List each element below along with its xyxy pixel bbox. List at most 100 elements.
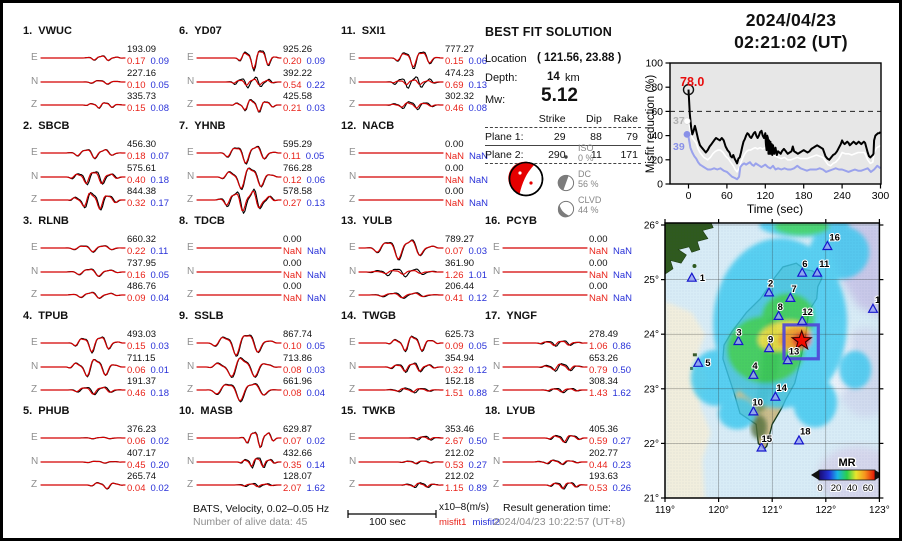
waveform-trace — [358, 362, 444, 373]
misfit-values: 0.32 0.12 — [445, 364, 487, 376]
misfit-values: NaN NaN — [445, 174, 489, 186]
svg-text:60: 60 — [721, 190, 733, 202]
component-label: Z — [187, 384, 194, 395]
peak-amplitude: 202.77 — [589, 447, 619, 459]
component-label: Z — [31, 479, 38, 490]
component-label: E — [31, 337, 38, 348]
peak-amplitude: 474.23 — [445, 67, 475, 79]
waveform-trace — [196, 188, 282, 214]
map-station-number: 13 — [789, 346, 800, 357]
peak-amplitude: 193.09 — [127, 44, 157, 55]
component-label: N — [31, 170, 39, 182]
svg-text:22°: 22° — [644, 439, 659, 450]
component-label: Z — [349, 194, 356, 205]
waveform-trace — [196, 270, 282, 273]
peak-amplitude: 867.74 — [283, 329, 313, 340]
misfit-values: NaN NaN — [283, 246, 327, 257]
map-station-number: 8 — [778, 302, 783, 313]
misfit-values: 0.18 0.07 — [127, 151, 169, 162]
misfit-values: 0.12 0.06 — [283, 174, 325, 186]
peak-amplitude: 0.00 — [445, 162, 464, 174]
peak-amplitude: 575.61 — [127, 162, 157, 174]
misfit-values: 0.08 0.03 — [283, 364, 325, 376]
waveform-trace — [358, 268, 444, 277]
peak-amplitude: 653.26 — [589, 352, 619, 364]
mw-value: 5.12 — [541, 85, 578, 106]
station-block-YD07: 6. YD07 E 925.26 0.20 0.09 N 392.22 0.54 0.22 Z 42… — [179, 25, 337, 119]
component-label: Z — [349, 479, 356, 490]
component-label: E — [187, 147, 194, 158]
misfit-values: 2.67 0.50 — [445, 436, 487, 447]
svg-text:121°: 121° — [762, 505, 783, 516]
component-label: E — [187, 337, 194, 348]
component-label: Z — [187, 99, 194, 110]
map-station-triangle — [769, 390, 781, 401]
peak-amplitude: 407.17 — [127, 447, 157, 459]
waveform-trace — [358, 459, 444, 464]
component-label: N — [187, 360, 195, 372]
station-block-PCYB: 16. PCYB E 0.00 NaN NaN N 0.00 NaN NaN Z 0.00 NaN Na… — [485, 215, 643, 309]
peak-amplitude: 425.58 — [283, 91, 313, 102]
component-label: Z — [31, 99, 38, 110]
map-station-number: 16 — [829, 232, 840, 243]
peak-amplitude: 713.86 — [283, 352, 313, 364]
svg-text:300: 300 — [872, 190, 890, 202]
svg-text:100: 100 — [645, 58, 663, 70]
waveform-trace — [358, 239, 444, 261]
waveform-trace — [40, 482, 126, 490]
misfit-values: 0.53 0.27 — [445, 459, 487, 471]
peak-amplitude: 456.30 — [127, 139, 157, 150]
waveform-trace — [40, 148, 126, 160]
component-label: N — [187, 265, 195, 277]
misfit-values: 0.17 0.09 — [127, 56, 169, 67]
misfit-values: 0.53 0.26 — [589, 483, 631, 494]
waveform-trace — [502, 247, 588, 249]
component-label: E — [493, 242, 500, 253]
peak-amplitude: 128.07 — [283, 471, 313, 482]
peak-amplitude: 737.95 — [127, 257, 157, 269]
peak-amplitude: 354.94 — [445, 352, 475, 364]
component-label: N — [31, 360, 39, 372]
waveform-trace — [40, 170, 126, 185]
misfit-values: 0.15 0.08 — [127, 103, 169, 114]
waveform-trace — [196, 145, 282, 165]
station-block-SXI1: 11. SXI1 E 777.27 0.15 0.06 N 474.23 0.69 0.13 Z 3… — [341, 25, 499, 119]
waveform-trace — [358, 152, 444, 154]
waveform-trace — [502, 482, 588, 490]
misfit2-legend: misfit2 — [472, 517, 500, 528]
peak-amplitude: 392.22 — [283, 67, 313, 79]
map-station-triangle — [867, 303, 879, 313]
waveform-trace — [196, 334, 282, 357]
misfit-values: 0.21 0.03 — [283, 103, 325, 114]
component-label: E — [349, 52, 356, 63]
peak-amplitude: 432.66 — [283, 447, 313, 459]
component-label: E — [31, 242, 38, 253]
map-station-number: 6 — [802, 259, 807, 270]
time-scalebar — [347, 510, 437, 518]
station-title: 9. SSLB — [179, 310, 224, 322]
component-label: Z — [187, 194, 194, 205]
misfit-values: NaN NaN — [445, 151, 489, 162]
peak-amplitude: 629.87 — [283, 424, 313, 435]
map-station-number: 17 — [875, 295, 886, 306]
peak-amplitude: 265.74 — [127, 471, 157, 482]
waveform-trace — [502, 434, 588, 444]
component-label: Z — [187, 479, 194, 490]
station-title: 14. TWGB — [341, 310, 397, 322]
col-rake: Rake — [613, 113, 638, 125]
peak-amplitude: 278.49 — [589, 329, 619, 340]
waveform-trace — [358, 175, 444, 178]
result-time-value: 2024/04/23 10:22:57 (UT+8) — [493, 516, 626, 528]
misfit-values: 0.32 0.17 — [127, 198, 169, 209]
misfit-values: 0.79 0.50 — [589, 364, 631, 376]
map-station-number: 7 — [791, 284, 796, 295]
map-station-triangle — [796, 315, 808, 325]
waveform-trace — [502, 294, 588, 296]
component-label: N — [493, 265, 501, 277]
component-label: N — [31, 455, 39, 467]
station-block-TDCB: 8. TDCB E 0.00 NaN NaN N 0.00 NaN NaN Z 0.00 NaN NaN — [179, 215, 337, 309]
map-station-triangle — [747, 405, 759, 416]
component-label: E — [31, 432, 38, 443]
waveform-trace — [40, 268, 126, 277]
